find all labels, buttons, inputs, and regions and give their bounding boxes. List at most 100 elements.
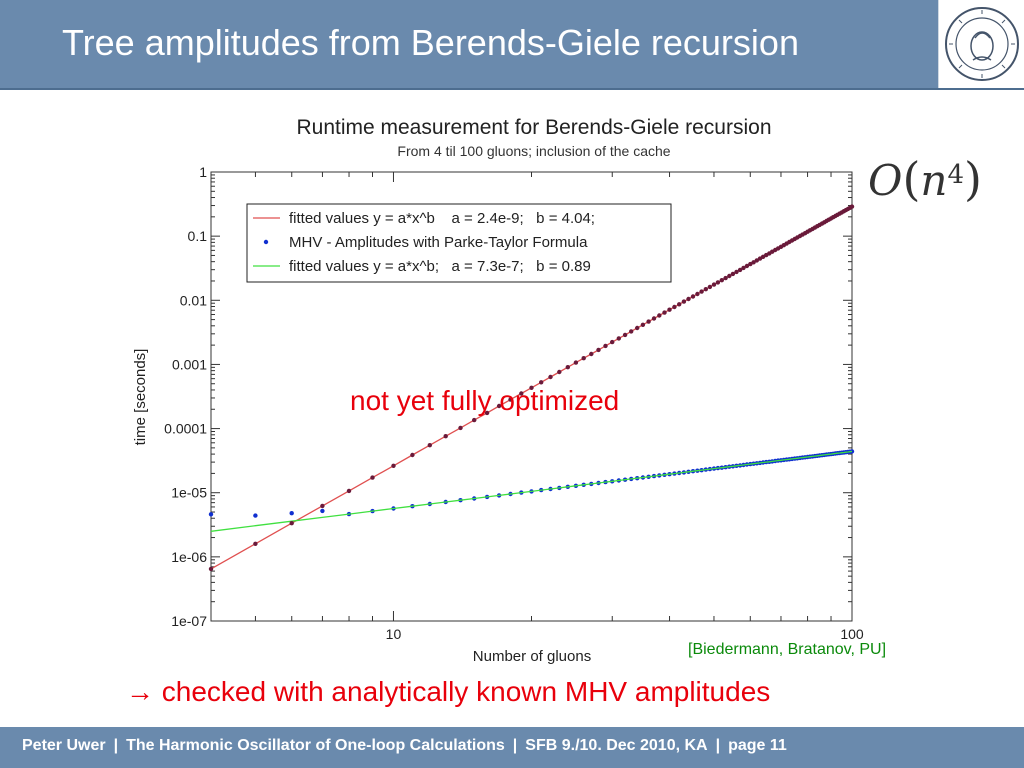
berends-giele-data-point <box>320 503 325 509</box>
berends-giele-data-point <box>370 475 375 480</box>
berends-giele-data-point <box>640 322 646 327</box>
berends-giele-data-point <box>748 261 753 267</box>
humboldt-university-seal-icon <box>945 7 1019 81</box>
citation: [Biedermann, Bratanov, PU] <box>688 641 887 658</box>
footer-talk: The Harmonic Oscillator of One-loop Calc… <box>126 737 505 754</box>
footer-author: Peter Uwer <box>22 737 106 754</box>
legend-label-red-fit: fitted values y = a*x^b a = 2.4e-9; b = … <box>289 210 595 227</box>
y-tick-label: 1 <box>199 164 207 180</box>
berends-giele-data-point <box>730 271 736 277</box>
berends-giele-data-point <box>472 417 477 423</box>
annotation-not-optimized: not yet fully optimized <box>350 385 620 416</box>
y-tick-label: 1e-07 <box>171 613 207 629</box>
footer-text: Peter Uwer | The Harmonic Oscillator of On… <box>22 737 787 755</box>
mhv-data-point <box>289 511 294 516</box>
footer-page: page 11 <box>728 737 787 754</box>
berends-giele-data-point <box>727 273 732 279</box>
y-tick-label: 0.001 <box>172 356 207 372</box>
berends-giele-data-point <box>548 374 553 380</box>
slide-header: Tree amplitudes from Berends-Giele recur… <box>0 0 1024 90</box>
legend-label-mhv: MHV - Amplitudes with Parke-Taylor Formu… <box>289 234 588 251</box>
berends-giele-data-point <box>391 463 396 468</box>
berends-giele-data-point <box>253 541 258 546</box>
berends-giele-data-point <box>458 425 463 431</box>
footer-separator: | <box>113 737 119 754</box>
berends-giele-data-point <box>208 566 214 572</box>
berends-giele-data-point <box>427 443 432 448</box>
berends-giele-data-point <box>581 356 586 361</box>
berends-giele-data-point <box>695 291 700 297</box>
berends-giele-data-point <box>723 275 728 281</box>
berends-giele-data-point <box>596 347 601 353</box>
berends-giele-data-point <box>751 260 756 265</box>
berends-giele-data-point <box>289 521 294 526</box>
x-axis-ticks: 10 100 <box>254 172 864 642</box>
berends-giele-data-point <box>610 339 615 345</box>
berends-giele-data-point <box>849 204 855 209</box>
mhv-data-point <box>208 512 214 517</box>
legend-box <box>246 203 672 283</box>
berends-giele-data-point <box>707 284 713 290</box>
y-axis-ticks: 1e-07 1e-06 1e-05 0.0001 0.001 0.01 0.1 1 <box>164 164 852 629</box>
berends-giele-data-point <box>565 365 570 370</box>
footer-separator: | <box>715 737 721 754</box>
berends-giele-data-point <box>681 299 687 304</box>
formula-letter: O <box>868 156 903 205</box>
berends-giele-data-point <box>622 332 628 338</box>
x-axis-label: Number of gluons <box>473 648 591 665</box>
berends-giele-data-point <box>635 325 640 331</box>
mhv-data-point <box>320 508 325 514</box>
y-axis-label: time [seconds] <box>132 349 149 446</box>
berends-giele-data-point <box>686 296 691 302</box>
berends-giele-data-point <box>690 294 696 299</box>
green-fit-line <box>210 450 853 532</box>
arrow-icon: → <box>126 676 154 707</box>
legend-label-green-fit: fitted values y = a*x^b; a = 7.3e-7; b =… <box>289 258 591 275</box>
berends-giele-data-point <box>667 307 672 312</box>
x-tick-label: 10 <box>386 626 402 642</box>
mhv-data-point <box>849 449 855 454</box>
legend-swatch-blue <box>263 239 269 245</box>
berends-giele-data-point <box>677 302 682 307</box>
berends-giele-data-point <box>346 488 352 494</box>
berends-giele-data-point <box>496 403 502 409</box>
berends-giele-data-point <box>657 313 662 318</box>
chart-title: Runtime measurement for Berends-Giele re… <box>296 116 771 139</box>
checked-text: checked with analytically known MHV ampl… <box>161 676 771 707</box>
berends-giele-data-point <box>699 289 704 294</box>
berends-giele-data-point <box>744 263 750 269</box>
berends-giele-data-point <box>589 351 594 357</box>
slide-footer: Peter Uwer | The Harmonic Oscillator of On… <box>0 727 1024 768</box>
berends-giele-data-point <box>711 282 717 287</box>
berends-giele-data-point <box>519 391 524 396</box>
footer-separator: | <box>512 737 518 754</box>
formula-variable: n <box>920 156 948 205</box>
berends-giele-data-point <box>734 269 739 275</box>
berends-giele-data-point <box>616 336 621 341</box>
y-tick-label: 0.1 <box>188 228 208 244</box>
berends-giele-data-point <box>646 319 651 324</box>
y-tick-label: 1e-05 <box>171 485 207 501</box>
slide-title: Tree amplitudes from Berends-Giele recur… <box>62 22 799 63</box>
y-tick-label: 0.01 <box>180 292 207 308</box>
seal-box <box>938 0 1024 88</box>
formula-open-paren: ( <box>902 152 921 206</box>
berends-giele-data-point <box>703 287 708 292</box>
berends-giele-data-point <box>557 369 562 375</box>
berends-giele-data-point <box>443 434 448 439</box>
complexity-formula: O(n4) <box>868 152 982 206</box>
y-tick-label: 1e-06 <box>171 549 207 565</box>
berends-giele-data-point <box>741 265 746 271</box>
footer-event: SFB 9./10. Dec 2010, KA <box>525 737 708 754</box>
formula-close-paren: ) <box>964 152 982 206</box>
berends-giele-data-point <box>719 278 724 283</box>
berends-giele-data-point <box>651 316 657 321</box>
berends-giele-data-point <box>508 397 513 402</box>
berends-giele-data-point <box>539 380 544 385</box>
series-layer <box>208 204 855 572</box>
berends-giele-data-point <box>737 267 743 273</box>
berends-giele-data-point <box>484 410 490 416</box>
berends-giele-data-point <box>662 310 667 315</box>
formula-exponent: 4 <box>947 159 964 190</box>
